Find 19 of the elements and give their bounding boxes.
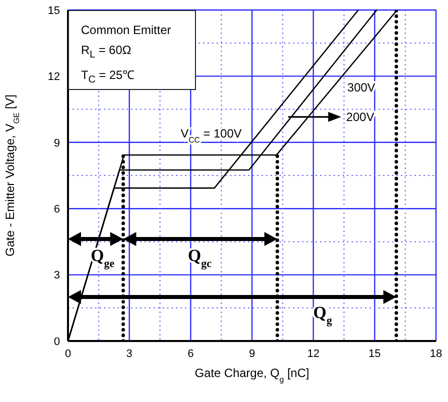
y-tick-label: 0 [54,336,60,348]
y-tick-label: 3 [54,270,60,282]
x-tick-label: 15 [368,348,381,360]
y-tick-label: 12 [48,71,60,84]
x-tick-label: 0 [64,348,72,360]
x-tick-label: 3 [126,348,132,360]
x-tick-label: 12 [307,348,320,360]
annotation: T$_{C}$ = 25℃ [81,68,135,86]
annotation: Q$_{g}$ [313,303,333,328]
x-axis-title: Gate Charge, Q$_{g}$ [nC] [194,366,310,384]
x-tick-label: 9 [248,348,256,360]
annotation: 200V [346,110,374,124]
annotation: Common Emitter [81,23,172,37]
annotation: R$_{L}$ = 60Ω [81,43,132,60]
x-tick-label: 18 [430,348,442,360]
y-tick-label: 6 [54,204,60,216]
x-tick-label: 6 [188,348,194,360]
y-tick-label: 15 [48,4,60,17]
y-tick-label: 9 [54,137,60,150]
